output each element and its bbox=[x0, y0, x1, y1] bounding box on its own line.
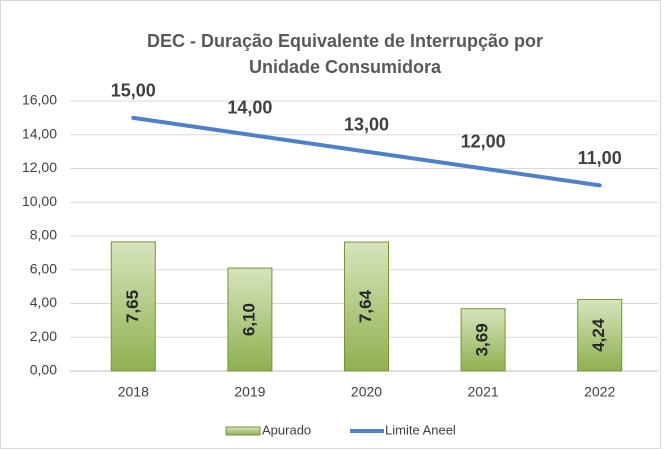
line bbox=[131, 115, 602, 188]
line-value-label: 11,00 bbox=[578, 148, 622, 168]
y-tick-label: 6,00 bbox=[30, 260, 57, 276]
legend-swatch bbox=[225, 426, 261, 436]
x-tick-label: 2018 bbox=[118, 384, 149, 400]
y-tick-label: 4,00 bbox=[30, 294, 57, 310]
bar bbox=[110, 241, 156, 372]
bar-value-label: 7,64 bbox=[356, 289, 375, 323]
y-tick-label: 10,00 bbox=[22, 193, 57, 209]
bar-value-label: 6,10 bbox=[239, 303, 258, 336]
x-tick-label: 2021 bbox=[468, 384, 499, 400]
y-tick-label: 8,00 bbox=[30, 227, 57, 243]
x-tick-label: 2022 bbox=[584, 384, 615, 400]
chart-title: DEC - Duração Equivalente de Interrupção… bbox=[146, 31, 544, 77]
bar bbox=[227, 267, 273, 372]
y-tick-label: 2,00 bbox=[30, 328, 57, 344]
bar-value-label: 4,24 bbox=[589, 318, 608, 352]
x-tick-label: 2020 bbox=[351, 384, 382, 400]
bar-value-label: 3,69 bbox=[473, 323, 492, 356]
bar-value-label: 7,65 bbox=[123, 290, 142, 323]
y-tick-label: 16,00 bbox=[22, 92, 57, 108]
line-value-label: 12,00 bbox=[461, 131, 506, 151]
bar bbox=[344, 241, 389, 372]
legend-label: Limite Aneel bbox=[385, 422, 456, 437]
y-tick-label: 14,00 bbox=[22, 125, 57, 141]
legend-label: Apurado bbox=[262, 422, 311, 437]
line-value-label: 14,00 bbox=[227, 98, 272, 118]
y-tick-label: 0,00 bbox=[30, 362, 57, 378]
line-value-label: 13,00 bbox=[344, 114, 389, 134]
y-tick-label: 12,00 bbox=[22, 159, 57, 175]
bar bbox=[577, 298, 623, 372]
bar bbox=[460, 308, 506, 372]
line-value-label: 15,00 bbox=[111, 81, 156, 101]
x-tick-label: 2019 bbox=[234, 384, 265, 400]
